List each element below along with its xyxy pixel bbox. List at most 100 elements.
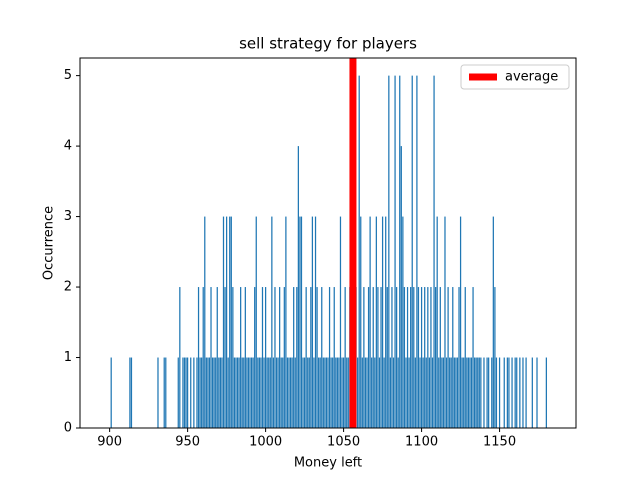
bar: [246, 357, 248, 428]
bar: [455, 357, 457, 428]
bar: [266, 357, 268, 428]
bar: [274, 287, 276, 428]
bar: [321, 287, 323, 428]
bar: [110, 357, 112, 428]
bar: [525, 357, 527, 428]
bar: [428, 357, 431, 428]
bar: [514, 357, 516, 428]
y-tick-label: 2: [64, 280, 72, 295]
bar: [400, 146, 402, 428]
bar: [531, 357, 533, 428]
bar: [469, 357, 471, 428]
bar: [305, 287, 307, 428]
bar: [342, 357, 345, 428]
bar: [307, 357, 309, 428]
bar: [193, 357, 195, 428]
bar: [466, 357, 468, 428]
bar: [211, 357, 214, 428]
bar: [229, 216, 231, 428]
bar: [347, 357, 349, 428]
bar: [157, 357, 159, 428]
bar: [238, 357, 240, 428]
bar: [201, 357, 203, 428]
y-tick-label: 5: [64, 68, 72, 83]
bar: [374, 357, 376, 428]
bar: [247, 357, 250, 428]
bar: [452, 287, 454, 428]
bar: [308, 357, 310, 428]
bar: [338, 357, 340, 428]
plot-frame: [79, 57, 577, 429]
bar: [477, 357, 479, 428]
bar: [461, 357, 463, 428]
bar: [396, 287, 398, 428]
bar: [473, 357, 476, 428]
bar: [258, 357, 260, 428]
bar: [310, 287, 312, 428]
bar: [232, 287, 234, 428]
bar: [216, 287, 218, 428]
bar: [236, 357, 239, 428]
bar: [204, 216, 206, 428]
bar: [463, 357, 465, 428]
bar: [399, 75, 401, 428]
bar: [464, 287, 466, 428]
chart-title: sell strategy for players: [239, 35, 417, 53]
bar: [297, 146, 299, 428]
bar: [433, 75, 435, 428]
bar: [336, 357, 338, 428]
bar: [165, 357, 167, 428]
bar: [417, 287, 420, 428]
bar: [480, 357, 482, 428]
bar: [410, 287, 412, 428]
bar: [439, 287, 441, 428]
bar: [475, 357, 477, 428]
bar: [300, 216, 303, 428]
bar: [218, 357, 220, 428]
bar: [450, 357, 452, 428]
bar: [427, 287, 429, 428]
bar: [394, 75, 396, 428]
bar: [129, 357, 131, 428]
bar: [431, 357, 434, 428]
bar: [441, 357, 443, 428]
bar: [445, 357, 448, 428]
bar: [285, 216, 287, 428]
bar: [388, 75, 390, 428]
bar: [372, 287, 374, 428]
bar: [422, 357, 424, 428]
x-tick-label: 1000: [249, 435, 282, 450]
bar: [240, 287, 242, 428]
bar: [202, 287, 204, 428]
bar: [424, 287, 426, 428]
bar: [486, 357, 488, 428]
bar: [302, 357, 304, 428]
bar: [289, 357, 292, 428]
bar: [519, 357, 521, 428]
bar: [288, 357, 290, 428]
bar: [420, 287, 423, 428]
bar: [268, 357, 270, 428]
bar: [316, 287, 318, 428]
bar: [494, 287, 496, 428]
bar: [225, 216, 228, 428]
bar: [293, 287, 295, 428]
bar: [459, 216, 462, 428]
x-tick-label: 900: [97, 435, 122, 450]
bar: [241, 357, 243, 428]
bar: [339, 216, 342, 428]
bar: [313, 357, 315, 428]
bar: [405, 357, 407, 428]
bar: [296, 287, 298, 428]
bar: [260, 357, 262, 428]
bar: [414, 357, 416, 428]
bar: [503, 357, 505, 428]
bar: [319, 357, 321, 428]
bar: [478, 357, 480, 428]
bar: [378, 357, 381, 428]
bar: [369, 216, 371, 428]
legend-label: average: [505, 70, 558, 85]
bar: [413, 287, 415, 428]
bar: [215, 357, 217, 428]
bar: [221, 357, 223, 428]
